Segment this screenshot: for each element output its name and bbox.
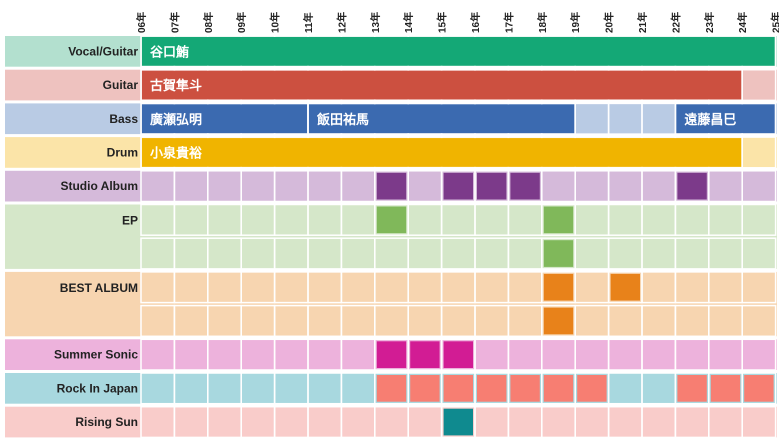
event-mark: [510, 375, 540, 402]
row-label: Guitar: [103, 78, 139, 92]
grid-cell: [741, 338, 777, 371]
row-label: EP: [122, 214, 138, 228]
row-background: [5, 271, 777, 337]
member-bar: [676, 104, 775, 134]
event-mark: [543, 375, 574, 402]
year-tick-label: 09年: [235, 12, 248, 33]
member-bar: [142, 138, 742, 167]
grid-cell: [741, 136, 777, 169]
grid-cell: [741, 271, 777, 304]
member-name-label: 古賀隼斗: [150, 78, 202, 93]
row-background: [5, 406, 777, 438]
year-tick-label: 21年: [636, 12, 649, 33]
member-bar: [142, 37, 775, 66]
event-mark: [677, 172, 707, 200]
member-bar: [142, 70, 742, 100]
row-label: Studio Album: [60, 179, 138, 193]
row-label: Drum: [107, 145, 138, 159]
event-mark: [443, 172, 473, 200]
event-mark: [477, 172, 507, 200]
member-bar: [309, 104, 575, 134]
event-mark: [477, 375, 507, 402]
event-mark: [443, 341, 473, 368]
year-tick-label: 17年: [502, 12, 515, 33]
year-tick-label: 12年: [335, 12, 348, 33]
event-mark: [543, 307, 574, 335]
grid-cell: [741, 170, 777, 203]
year-tick-label: 16年: [469, 12, 482, 33]
grid-cell: [741, 405, 777, 439]
year-tick-label: 08年: [202, 12, 215, 33]
event-mark: [510, 172, 540, 200]
year-tick-label: 24年: [736, 12, 749, 33]
event-mark: [610, 273, 640, 301]
year-tick-label: 15年: [436, 12, 449, 33]
member-name-label: 遠藤昌巳: [684, 112, 736, 127]
member-name-label: 谷口鮪: [150, 44, 189, 59]
row-label: Bass: [109, 112, 138, 126]
member-bar: [142, 104, 307, 134]
year-tick-label: 07年: [168, 12, 181, 33]
member-name-label: 廣瀬弘明: [150, 112, 202, 127]
grid-cell: [741, 237, 777, 270]
event-mark: [443, 408, 473, 436]
event-mark: [376, 172, 407, 200]
year-tick-label: 19年: [569, 12, 582, 33]
event-mark: [376, 375, 407, 402]
row-label: BEST ALBUM: [60, 281, 138, 295]
grid-cell: [741, 68, 777, 102]
event-mark: [376, 341, 407, 368]
member-name-label: 小泉貴裕: [150, 145, 202, 160]
year-tick-label: 11年: [302, 12, 315, 33]
row-label: Summer Sonic: [54, 348, 138, 362]
event-mark: [577, 375, 607, 402]
year-tick-label: 20年: [603, 12, 616, 33]
event-mark: [410, 375, 440, 402]
event-mark: [744, 375, 774, 402]
grid-cell: [741, 203, 777, 236]
year-tick-label: 25年: [770, 12, 779, 33]
event-mark: [443, 375, 473, 402]
grid-cell: [741, 372, 777, 405]
year-tick-label: 14年: [402, 12, 415, 33]
grid-cell: [741, 304, 777, 338]
year-tick-label: 06年: [135, 12, 148, 33]
event-mark: [543, 206, 574, 234]
row-label: Rising Sun: [75, 415, 138, 429]
year-tick-label: 18年: [536, 12, 549, 33]
row-label: Rock In Japan: [57, 381, 138, 395]
event-mark: [677, 375, 707, 402]
member-name-label: 飯田祐馬: [316, 112, 369, 127]
event-mark: [543, 240, 574, 267]
event-mark: [410, 341, 440, 368]
row-label: Vocal/Guitar: [68, 44, 138, 58]
event-mark: [543, 273, 574, 301]
year-tick-label: 23年: [703, 12, 716, 33]
event-mark: [376, 206, 407, 234]
year-tick-label: 10年: [269, 12, 282, 33]
year-tick-label: 22年: [669, 12, 682, 33]
year-tick-label: 13年: [369, 12, 382, 33]
event-mark: [710, 375, 741, 402]
